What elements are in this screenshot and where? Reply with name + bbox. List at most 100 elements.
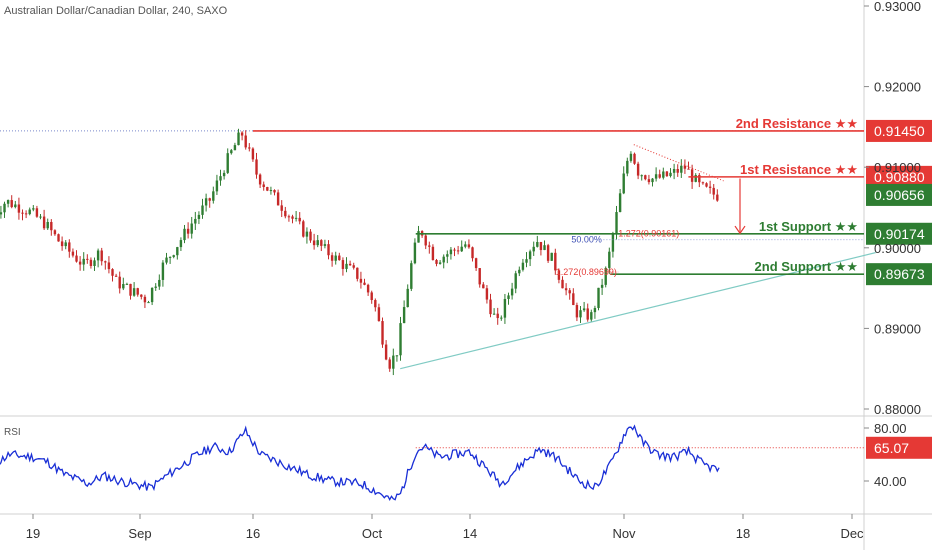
candle-body: [586, 308, 589, 320]
rsi-y-tick-label: 40.00: [874, 474, 907, 489]
candle-body: [104, 261, 107, 263]
candle-body: [496, 313, 499, 319]
candle-body: [716, 194, 719, 201]
candle-body: [672, 168, 676, 173]
candle-body: [345, 263, 348, 269]
x-tick-label: 18: [736, 526, 750, 541]
candle-body: [327, 244, 330, 256]
candle-body: [201, 205, 204, 215]
candle-body: [341, 260, 345, 269]
candle-body: [147, 302, 150, 304]
candle-body: [532, 246, 535, 252]
candle-body: [42, 216, 46, 229]
candle-body: [179, 240, 183, 248]
candle-body: [215, 180, 219, 192]
candle-body: [161, 262, 165, 280]
candle-body: [183, 228, 186, 241]
candle-body: [330, 255, 334, 261]
candle-body: [366, 284, 370, 293]
candle-body: [136, 288, 139, 295]
candle-body: [528, 251, 532, 260]
candle-body: [446, 254, 449, 257]
candle-body: [190, 223, 193, 234]
candle-body: [489, 299, 492, 315]
candle-body: [428, 245, 431, 247]
resistance-value-badge: [866, 165, 932, 188]
axis-layer: 0.88000 0.89000 0.90000 0.91000 0.92000 0.930…: [26, 0, 921, 541]
candle-body: [186, 228, 190, 234]
candle-body: [500, 317, 503, 319]
candle-body: [53, 230, 57, 235]
candle-body: [521, 262, 525, 270]
candle-body: [93, 260, 96, 266]
candle-body: [539, 241, 543, 251]
candle-body: [356, 267, 359, 279]
ascending-trendline: [400, 252, 876, 370]
candle-body: [251, 148, 255, 160]
candle-body: [611, 233, 615, 252]
candle-body: [14, 204, 17, 208]
candle-body: [453, 249, 456, 251]
candle-body: [640, 175, 643, 177]
candle-body: [424, 235, 427, 246]
candle-body: [68, 242, 71, 252]
candle-body: [71, 251, 75, 256]
candle-body: [550, 252, 553, 261]
candle-body: [658, 174, 661, 178]
candle-body: [96, 250, 100, 261]
candle-body: [518, 269, 521, 274]
candle-body: [348, 263, 352, 266]
candle-body: [554, 252, 557, 271]
descending-dotted-line: [633, 144, 724, 182]
candle-body: [568, 290, 571, 294]
candle-body: [46, 222, 49, 229]
candle-body: [75, 255, 78, 262]
candle-body: [644, 175, 647, 180]
resistance-label: 2nd Resistance ★★: [736, 116, 858, 131]
candle-body: [230, 150, 233, 154]
candle-body: [143, 296, 147, 303]
candle-body: [438, 262, 442, 264]
candle-body: [60, 241, 64, 247]
candle-body: [323, 244, 327, 246]
candle-body: [708, 186, 712, 188]
candle-body: [140, 294, 143, 297]
candle-body: [474, 258, 478, 269]
candle-body: [208, 198, 211, 201]
rsi-title: RSI: [4, 427, 21, 438]
candle-body: [165, 257, 168, 263]
fib-annotation: 50.00%: [571, 235, 602, 245]
price-layer: [0, 128, 719, 376]
candle-body: [273, 190, 276, 193]
candle-body: [705, 183, 708, 187]
candle-body: [665, 171, 669, 177]
candle-body: [309, 231, 312, 241]
candle-body: [3, 203, 6, 213]
candle-body: [233, 145, 237, 151]
candle-body: [669, 172, 672, 177]
candle-body: [154, 286, 157, 288]
y-tick-label: 0.91000: [874, 160, 921, 175]
resistance-value-text: 0.91450: [874, 123, 925, 139]
fib-annotation: 1.272(0.89699): [556, 267, 617, 277]
candle-body: [172, 255, 175, 257]
support-label: 1st Support ★★: [759, 219, 858, 234]
rsi-layer: 65.07: [0, 424, 932, 501]
candle-body: [280, 205, 283, 211]
x-tick-label: 16: [246, 526, 260, 541]
candle-body: [125, 283, 129, 285]
candle-body: [176, 247, 179, 256]
candle-body: [255, 159, 258, 175]
candle-body: [352, 265, 355, 268]
candle-body: [24, 213, 28, 215]
candle-body: [687, 168, 690, 170]
candle-body: [485, 288, 489, 300]
candle-body: [320, 240, 323, 246]
x-tick-label: Nov: [612, 526, 636, 541]
candle-body: [590, 312, 593, 320]
candle-body: [464, 244, 467, 247]
resistance-value-text: 0.90880: [874, 169, 925, 185]
